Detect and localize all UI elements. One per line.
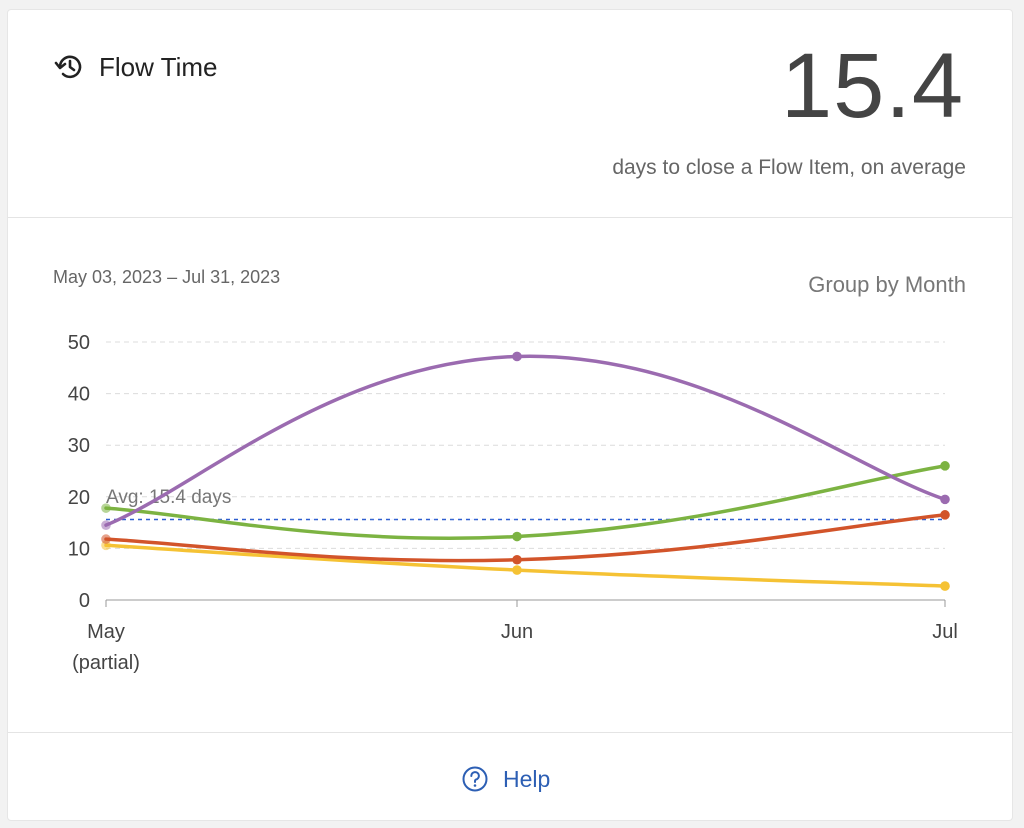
- date-range: May 03, 2023 – Jul 31, 2023: [53, 267, 281, 287]
- x-tick-label: Jul: [932, 621, 958, 643]
- y-tick-label: 40: [68, 384, 90, 406]
- y-tick-label: 0: [79, 590, 90, 612]
- data-point[interactable]: [940, 510, 950, 520]
- title-group: Flow Time: [53, 50, 217, 84]
- y-tick-label: 20: [68, 487, 90, 509]
- help-link[interactable]: Help: [461, 765, 550, 793]
- y-tick-label: 50: [68, 332, 90, 354]
- data-point[interactable]: [940, 494, 950, 505]
- data-point[interactable]: [512, 554, 522, 565]
- y-tick-label: 10: [68, 538, 90, 560]
- data-point[interactable]: [512, 565, 522, 575]
- data-point[interactable]: [940, 461, 950, 471]
- average-label: Avg: 15.4 days: [106, 487, 231, 508]
- history-icon: [53, 50, 87, 84]
- series-line: [104, 464, 947, 540]
- data-point[interactable]: [101, 520, 111, 530]
- x-tick-label: May: [87, 621, 125, 643]
- series-line: [104, 354, 947, 527]
- series-line: [104, 543, 947, 588]
- metric-value: 15.4: [780, 35, 964, 137]
- x-tick-label: Jun: [501, 621, 533, 643]
- data-point[interactable]: [101, 503, 111, 513]
- card-title: Flow Time: [99, 51, 218, 82]
- question-circle-icon: [461, 765, 489, 793]
- group-by-selector[interactable]: Group by Month: [808, 272, 966, 297]
- metric-caption: days to close a Flow Item, on average: [612, 156, 966, 179]
- help-label: Help: [503, 765, 551, 792]
- data-point[interactable]: [512, 531, 522, 542]
- data-point[interactable]: [101, 534, 111, 544]
- flow-time-card: Flow Time 15.4 days to close a Flow Item…: [7, 9, 1013, 821]
- card-footer: Help: [8, 732, 1012, 823]
- y-tick-label: 30: [68, 435, 90, 457]
- card-header: Flow Time 15.4 days to close a Flow Item…: [8, 10, 1012, 218]
- flow-time-chart: 0 10 20 30 40 50 May (partial) Jun Jul Avg: 15.4 d…: [68, 332, 958, 674]
- data-point[interactable]: [940, 581, 950, 591]
- x-tick-label: (partial): [72, 652, 140, 674]
- data-point[interactable]: [512, 351, 522, 362]
